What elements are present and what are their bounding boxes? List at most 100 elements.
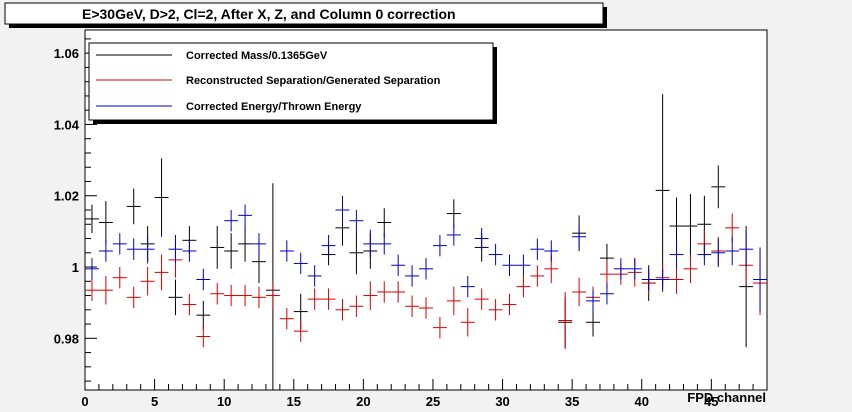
data-point: [460, 308, 475, 337]
data-point: [126, 188, 141, 225]
data-point: [85, 258, 99, 280]
y-tick-label: 1.04: [54, 117, 80, 132]
data-point: [669, 265, 684, 294]
data-point: [349, 210, 364, 232]
data-point: [154, 254, 169, 291]
x-tick-label: 10: [217, 394, 231, 409]
x-tick-label: 15: [287, 394, 301, 409]
data-point: [98, 201, 113, 244]
data-point: [238, 284, 253, 307]
data-point: [711, 165, 726, 209]
data-point: [391, 254, 406, 276]
data-point: [279, 240, 294, 262]
data-point: [112, 233, 127, 255]
data-point: [112, 267, 127, 289]
data-point: [293, 320, 308, 342]
data-point: [210, 283, 225, 305]
data-point: [182, 293, 197, 316]
data-point: [488, 299, 503, 321]
data-point: [377, 233, 392, 255]
data-point: [224, 210, 239, 232]
data-point: [405, 265, 420, 287]
chart-title: E>30GeV, D>2, Cl=2, After X, Z, and Colu…: [82, 6, 456, 22]
data-point: [377, 208, 392, 237]
data-point: [697, 243, 712, 266]
data-point: [419, 297, 433, 319]
data-point: [238, 226, 253, 262]
x-tick-label: 35: [565, 394, 579, 409]
y-tick-label: 1: [72, 260, 79, 275]
series-energy: [85, 195, 767, 312]
data-point: [655, 268, 670, 291]
data-point: [627, 258, 642, 280]
x-tick-label: 45: [704, 394, 718, 409]
data-point: [460, 275, 475, 298]
y-tick-label: 0.98: [54, 331, 79, 346]
data-point: [474, 227, 489, 250]
data-point: [683, 254, 698, 284]
data-point: [613, 258, 628, 280]
data-point: [739, 231, 754, 268]
legend-frame: [88, 42, 494, 121]
data-point: [321, 288, 336, 310]
data-point: [516, 254, 531, 276]
data-point: [432, 316, 447, 339]
y-tick-label: 1.02: [54, 189, 79, 204]
x-tick-label: 25: [426, 394, 440, 409]
x-axis-label: FPD channel: [687, 390, 766, 405]
data-point: [307, 288, 322, 310]
title-box-frame: [4, 2, 604, 25]
data-point: [446, 199, 461, 228]
data-point: [265, 281, 280, 310]
data-point: [655, 94, 670, 287]
data-point: [168, 234, 183, 264]
data-point: [711, 238, 726, 268]
data-point: [405, 295, 420, 317]
data-point: [572, 277, 587, 307]
data-point: [349, 295, 364, 317]
data-point: [446, 286, 461, 316]
x-tick-label: 0: [81, 394, 88, 409]
data-point: [335, 195, 350, 225]
data-point: [182, 240, 197, 262]
data-point: [252, 286, 266, 309]
legend-label-energy: Corrected Energy/Thrown Energy: [186, 101, 362, 113]
data-point: [224, 233, 239, 269]
data-point: [419, 258, 433, 280]
y-tick-label: 1.06: [54, 46, 79, 61]
legend-label-mass: Corrected Mass/0.1365GeV: [186, 50, 328, 62]
data-point: [98, 240, 113, 262]
data-point: [196, 268, 211, 291]
data-point: [572, 226, 587, 248]
data-point: [516, 275, 531, 298]
data-point: [126, 238, 141, 260]
data-point: [599, 283, 614, 305]
data-point: [544, 240, 559, 262]
x-tick-label: 40: [635, 394, 649, 409]
data-point: [474, 288, 489, 310]
data-point: [558, 291, 573, 350]
data-point: [586, 290, 600, 312]
data-point: [238, 204, 253, 227]
axis-layer: 0 5 10 15 20 25 30 35 40 45 0.98 1 1.02 1.04 1.06: [54, 38, 768, 409]
data-point: [363, 229, 378, 259]
x-tick-label: 30: [495, 394, 509, 409]
data-point: [391, 281, 406, 303]
data-point: [446, 224, 461, 246]
data-point: [530, 238, 545, 260]
data-point: [641, 268, 656, 291]
data-point: [196, 325, 211, 348]
data-point: [154, 158, 169, 237]
data-point: [85, 204, 99, 234]
data-point: [85, 279, 99, 301]
data-point: [725, 236, 740, 266]
data-point: [126, 286, 141, 309]
data-point: [363, 281, 378, 310]
title-box: E>30GeV, D>2, Cl=2, After X, Z, and Colu…: [4, 2, 607, 28]
data-point: [335, 299, 350, 321]
data-point: [140, 267, 155, 296]
data-point: [586, 308, 600, 337]
data-point: [279, 308, 294, 330]
data-point: [210, 226, 225, 269]
